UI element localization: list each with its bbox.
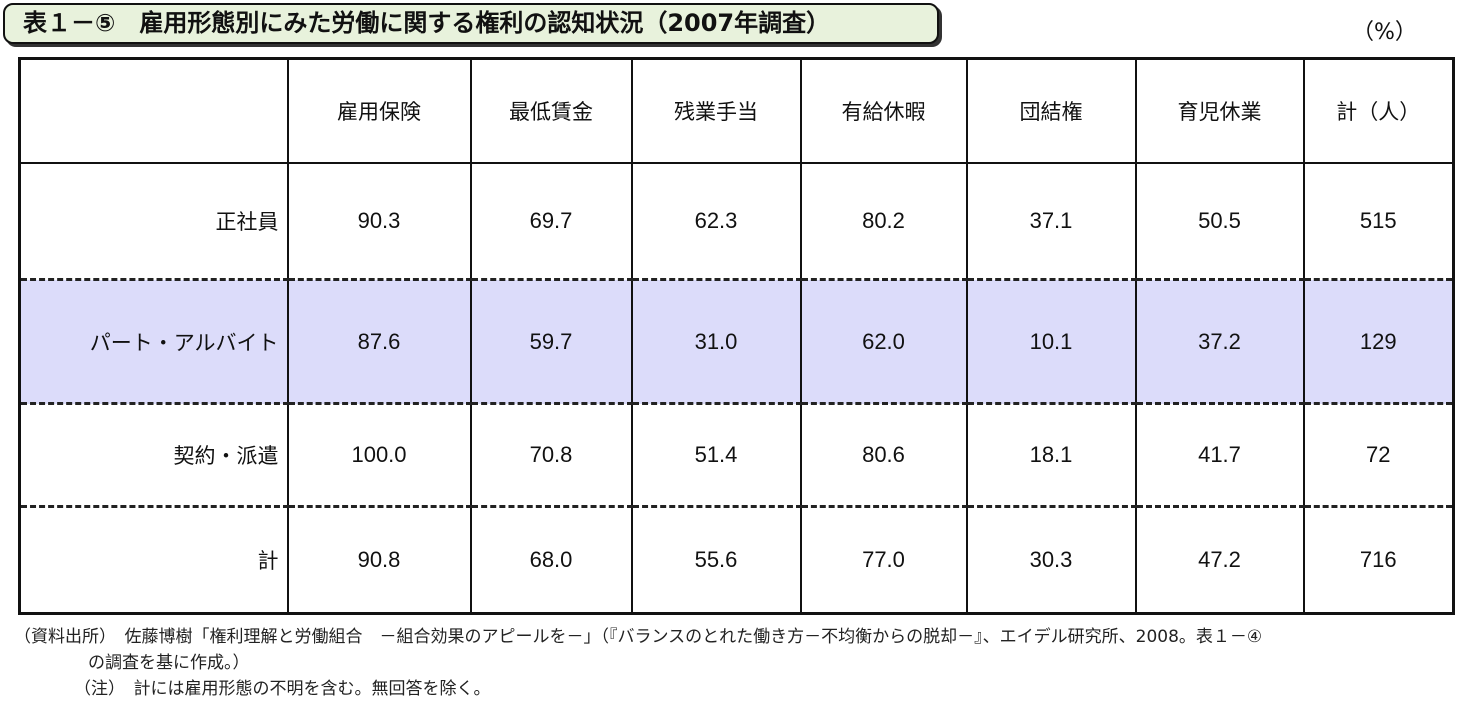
cell: 30.3 — [965, 506, 1137, 614]
cell: 716 — [1302, 506, 1455, 614]
cell: 59.7 — [469, 279, 633, 405]
note-line: （注） 計には雇用形態の不明を含む。無回答を除く。 — [74, 679, 491, 699]
cell: 50.5 — [1134, 162, 1305, 281]
col-header: 最低賃金 — [469, 58, 633, 164]
cell: 100.0 — [286, 403, 472, 508]
source-note-line2: の調査を基に作成。） — [88, 653, 250, 673]
cell: 80.2 — [799, 162, 968, 281]
table-row-highlighted: パート・アルバイト 87.6 59.7 31.0 62.0 10.1 37.2 … — [18, 279, 1455, 405]
cell: 31.0 — [630, 279, 802, 405]
source-note-line1: （資料出所） 佐藤博樹「権利理解と労働組合 －組合効果のアピールを－」（『バラン… — [14, 627, 1263, 647]
cell: 37.1 — [965, 162, 1137, 281]
row-label: パート・アルバイト — [18, 279, 289, 405]
cell: 62.3 — [630, 162, 802, 281]
cell: 41.7 — [1134, 403, 1305, 508]
data-table: 雇用保険 最低賃金 残業手当 有給休暇 団結権 育児休業 計（人） 正社員 90… — [18, 57, 1455, 615]
cell: 51.4 — [630, 403, 802, 508]
cell: 62.0 — [799, 279, 968, 405]
table-row: 正社員 90.3 69.7 62.3 80.2 37.1 50.5 515 — [18, 162, 1455, 281]
corner-cell — [18, 58, 289, 164]
cell: 68.0 — [469, 506, 633, 614]
cell: 18.1 — [965, 403, 1137, 508]
footnotes: （資料出所） 佐藤博樹「権利理解と労働組合 －組合効果のアピールを－」（『バラン… — [14, 624, 1262, 702]
cell: 10.1 — [965, 279, 1137, 405]
header-row: 雇用保険 最低賃金 残業手当 有給休暇 団結権 育児休業 計（人） — [18, 58, 1455, 164]
table-row-total: 計 90.8 68.0 55.6 77.0 30.3 47.2 716 — [18, 506, 1455, 614]
cell: 47.2 — [1134, 506, 1305, 614]
table-row: 契約・派遣 100.0 70.8 51.4 80.6 18.1 41.7 72 — [18, 403, 1455, 508]
cell: 77.0 — [799, 506, 968, 614]
cell: 72 — [1302, 403, 1455, 508]
col-header: 育児休業 — [1134, 58, 1305, 164]
col-header: 有給休暇 — [799, 58, 968, 164]
cell: 515 — [1302, 162, 1455, 281]
row-label: 契約・派遣 — [18, 403, 289, 508]
cell: 80.6 — [799, 403, 968, 508]
cell: 37.2 — [1134, 279, 1305, 405]
cell: 90.3 — [286, 162, 472, 281]
col-header: 残業手当 — [630, 58, 802, 164]
cell: 129 — [1302, 279, 1455, 405]
cell: 90.8 — [286, 506, 472, 614]
cell: 87.6 — [286, 279, 472, 405]
col-header: 計（人） — [1302, 58, 1455, 164]
table-title: 表１－⑤ 雇用形態別にみた労働に関する権利の認知状況（2007年調査） — [3, 3, 939, 44]
cell: 70.8 — [469, 403, 633, 508]
cell: 69.7 — [469, 162, 633, 281]
row-label: 正社員 — [18, 162, 289, 281]
cell: 55.6 — [630, 506, 802, 614]
col-header: 団結権 — [965, 58, 1137, 164]
row-label: 計 — [18, 506, 289, 614]
col-header: 雇用保険 — [286, 58, 472, 164]
unit-label: （%） — [1352, 20, 1417, 45]
